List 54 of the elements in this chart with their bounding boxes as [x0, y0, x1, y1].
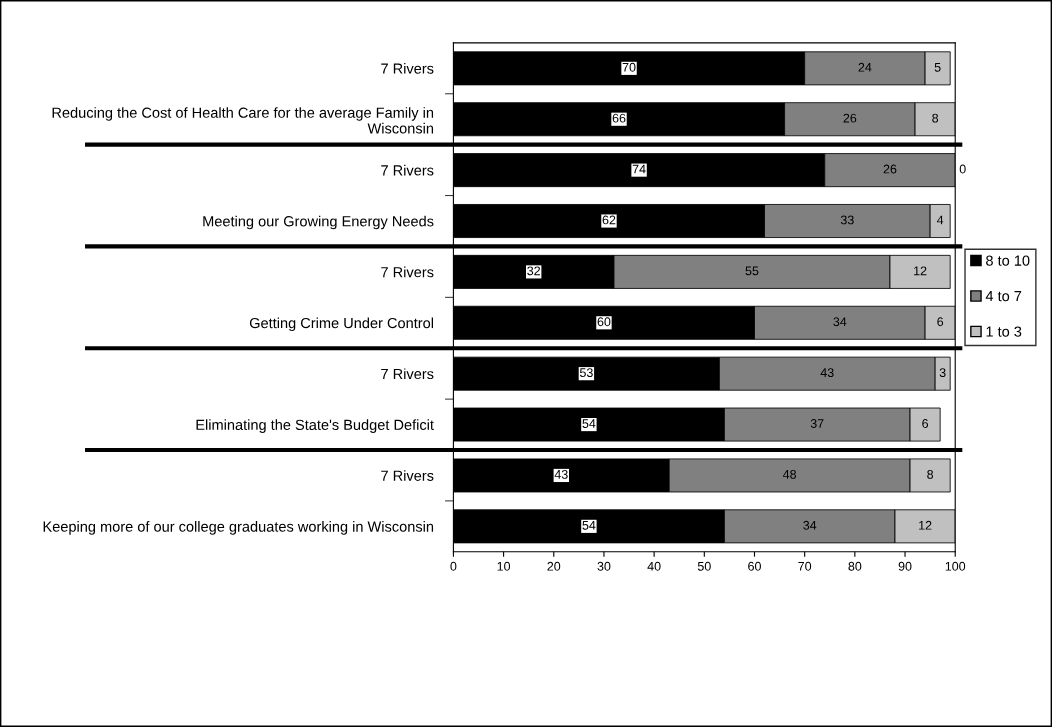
data-label: 24 — [858, 62, 872, 72]
data-label: 62 — [602, 215, 616, 225]
x-tick-label: 60 — [748, 561, 761, 571]
data-label: 12 — [914, 266, 927, 276]
x-tick-label: 100 — [945, 561, 966, 571]
data-label: 70 — [622, 62, 636, 72]
data-label: 66 — [612, 113, 626, 123]
data-label: 32 — [527, 266, 541, 276]
data-label: 26 — [883, 164, 897, 174]
data-label: 4 — [936, 215, 944, 225]
data-label: 54 — [582, 520, 596, 530]
x-tick-label: 90 — [898, 561, 912, 571]
data-label: 6 — [937, 317, 944, 327]
data-label: 0 — [959, 164, 966, 174]
data-label: 54 — [582, 419, 596, 428]
data-label: 33 — [840, 215, 854, 225]
data-label: 5 — [934, 62, 941, 72]
legend-label: 1 to 3 — [986, 326, 1022, 337]
data-label: 34 — [803, 520, 817, 530]
data-label: 48 — [782, 469, 797, 479]
data-label: 3 — [939, 368, 946, 378]
x-tick-label: 20 — [547, 561, 561, 571]
data-label: 74 — [632, 164, 646, 174]
data-label: 8 — [927, 469, 934, 479]
x-tick-label: 30 — [597, 561, 611, 571]
data-label: 6 — [922, 419, 929, 428]
data-label: 34 — [833, 317, 847, 327]
data-label: 53 — [579, 368, 593, 378]
data-label: 12 — [919, 520, 932, 530]
y-tick-label: 7 Rivers — [381, 368, 434, 380]
y-tick-label: 7 Rivers — [381, 266, 434, 278]
data-label: 37 — [810, 419, 824, 428]
legend-label: 4 to 7 — [985, 291, 1022, 302]
data-label: 8 — [932, 113, 939, 123]
y-tick-label: Getting Crime Under Control — [249, 317, 433, 332]
x-tick-label: 10 — [497, 561, 511, 571]
x-tick-label: 50 — [697, 561, 711, 571]
data-label: 60 — [597, 317, 611, 327]
y-tick-label: Keeping more of our college graduates working in Wisconsin — [43, 521, 434, 535]
x-tick-label: 40 — [647, 561, 661, 571]
data-label: 26 — [843, 113, 857, 123]
legend-label: 8 to 10 — [986, 255, 1030, 266]
y-tick-label: Reducing the Cost of Health Care for the average Family in Wisconsin — [52, 107, 434, 134]
y-tick-label: 7 Rivers — [381, 63, 434, 74]
x-tick-label: 0 — [450, 561, 457, 571]
y-tick-label: Meeting our Growing Energy Needs — [203, 215, 434, 230]
x-tick-label: 70 — [798, 561, 812, 571]
data-label: 43 — [554, 469, 568, 479]
data-label: 55 — [745, 266, 759, 276]
y-tick-label: 7 Rivers — [381, 164, 434, 176]
y-tick-label: 7 Rivers — [381, 470, 434, 481]
y-tick-label: Eliminating the State's Budget Deficit — [196, 419, 434, 433]
data-label: 43 — [820, 368, 834, 378]
x-tick-label: 80 — [848, 561, 862, 571]
